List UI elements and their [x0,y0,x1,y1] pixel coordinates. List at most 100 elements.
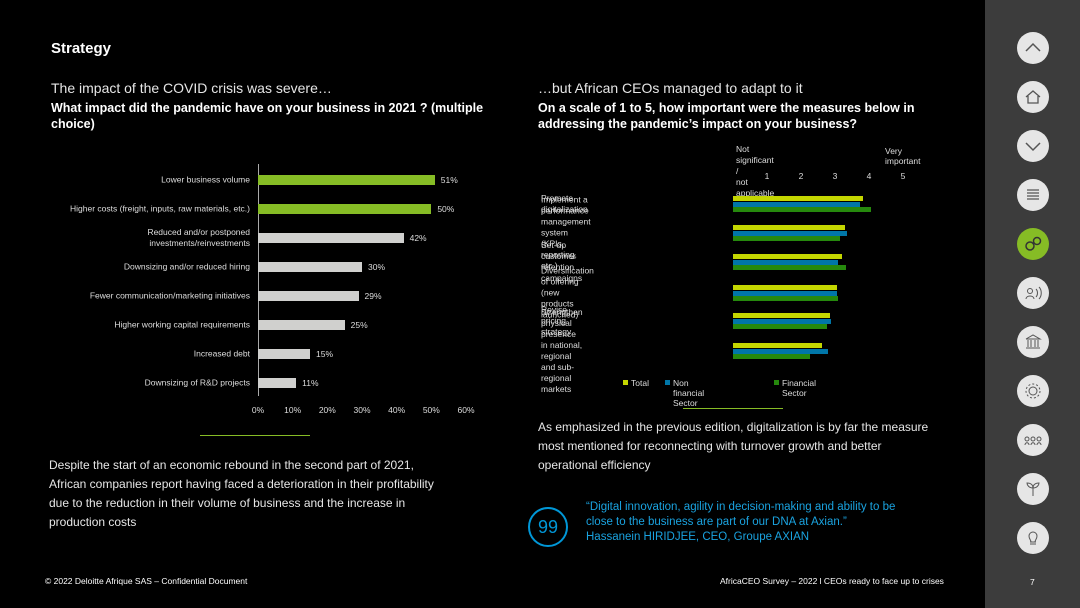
nav-icon[interactable] [1017,277,1049,309]
icon-glyph [1024,436,1042,446]
question: On a scale of 1 to 5, how important were… [538,101,915,131]
bar [733,313,830,318]
quote: “Digital innovation, agility in decision… [586,501,896,528]
nav-icon[interactable] [1017,32,1049,64]
icon-glyph [1028,531,1038,545]
icon-glyph [1026,482,1040,496]
bar [258,233,404,243]
nav-icon[interactable] [1017,179,1049,211]
icon-glyph [1025,42,1041,52]
category-label: Promote digitalization [541,193,588,214]
icon-glyph [1025,90,1041,104]
nav-icon[interactable] [1017,424,1049,456]
bar [733,343,823,348]
category-label: Downsizing and/or reduced hiring [123,261,250,272]
x-tick-label: 30% [353,405,371,415]
bar [258,204,432,214]
x-tick-label: 2 [798,171,804,181]
x-tick-label: 40% [388,405,406,415]
bar [733,265,846,270]
bar [733,354,810,359]
bar [733,285,838,290]
value-label: 25% [350,320,368,330]
category-label: Lower business volume [161,174,250,185]
bar [733,348,828,354]
bar [733,196,863,201]
nav-icon[interactable] [1017,522,1049,554]
value-label: 42% [409,233,427,243]
annotation: Very important [885,146,921,166]
x-tick-label: 50% [422,405,440,415]
bar [733,207,872,212]
nav-icon[interactable] [1017,81,1049,113]
icon-glyph [1025,286,1042,300]
icon-glyph [1025,142,1041,152]
legend-swatch [623,380,628,385]
category-label: Higher working capital requirements [114,319,250,330]
body-text: Despite the start of an economic rebound… [49,458,434,529]
category-label: Diversification of offering (new product… [541,265,594,320]
x-tick-label: 5 [900,171,906,181]
x-tick-label: 4 [866,171,872,181]
axis-line [258,164,259,396]
bar [733,259,839,265]
x-tick-label: 20% [318,405,336,415]
page-number: 7 [1030,577,1035,587]
value-label: 51% [440,175,458,185]
bar [258,320,345,330]
category-label: Downsizing of R&D projects [144,377,250,388]
value-label: 50% [437,204,455,214]
category-label: Strengthen physical presence in national… [541,307,583,394]
divider [200,435,310,436]
title: Strategy [51,40,112,57]
category-label: Set-up customer retention campaigns [541,240,583,283]
category-label: Revise pricing strategy [541,304,572,337]
quote-author: Hassanein HIRIDJEE, CEO, Groupe AXIAN [586,531,810,543]
category-label: Fewer communication/marketing initiative… [89,290,250,301]
nav-icon[interactable] [1017,473,1049,505]
bar [733,201,861,207]
icon-glyph [1025,334,1042,349]
legend-label: Non financial Sector [673,378,705,408]
value-label: 11% [302,378,319,388]
bar [258,262,362,272]
category-label: Implement a performance management syste… [541,194,591,271]
nav-icon[interactable] [1017,326,1049,358]
quote-icon: 99 [528,507,568,547]
category-label: Higher costs (freight, inputs, raw mater… [70,203,250,214]
icon-glyph [1027,189,1039,200]
bar [733,254,843,259]
footer-left: © 2022 Deloitte Afrique SAS – Confidenti… [45,576,248,586]
nav-icon[interactable] [1017,375,1049,407]
x-tick-label: 1 [764,171,770,181]
category-label: Increased debt [193,348,250,359]
x-tick-label: 10% [284,405,302,415]
annotation: Not significant / not applicable [736,144,775,198]
bar [733,230,847,236]
legend-swatch [774,380,779,385]
value-label: 29% [364,291,382,301]
bar [733,236,841,241]
bar [733,324,827,329]
divider [683,408,783,409]
bar [733,296,839,301]
heading: …but African CEOs managed to adapt to it [538,80,803,96]
heading: The impact of the COVID crisis was sever… [51,80,332,96]
bar [258,378,297,388]
x-tick-label: 0% [251,405,265,415]
icon-glyph [1025,236,1042,251]
nav-icon[interactable] [1017,228,1049,260]
nav-icon[interactable] [1017,130,1049,162]
legend-swatch [665,380,670,385]
x-tick-label: 60% [457,405,475,415]
bar [733,225,845,230]
body-text: As emphasized in the previous edition, d… [538,420,929,472]
x-tick-label: 3 [832,171,838,181]
category-label: Reduced and/or postponed investments/rei… [147,227,250,248]
bar [733,318,831,324]
question: What impact did the pandemic have on you… [51,101,484,131]
legend-label: Total [631,378,649,388]
bar [258,175,435,185]
icon-glyph [1025,383,1041,399]
